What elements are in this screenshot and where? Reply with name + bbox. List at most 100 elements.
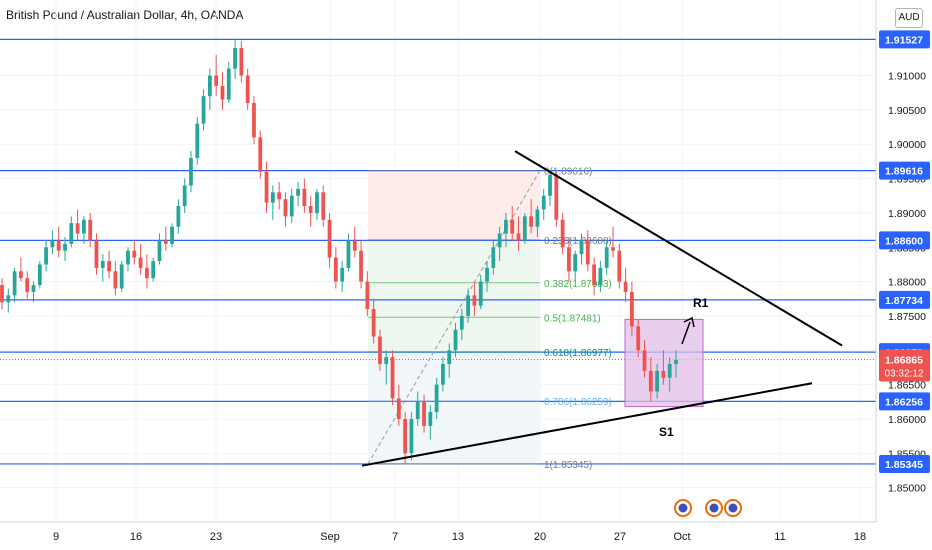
candle-body (579, 240, 584, 255)
candle-body (333, 257, 338, 282)
candle-body (428, 412, 433, 426)
y-tick-label: 1.86500 (888, 380, 926, 392)
candle-body (409, 418, 414, 454)
candle-body (201, 96, 206, 124)
candle-body (321, 192, 326, 220)
x-tick-label: 23 (210, 531, 222, 543)
s1-label: S1 (659, 425, 674, 439)
candle-body (245, 75, 250, 104)
candle-body (459, 315, 464, 330)
candle-body (6, 295, 11, 303)
candle-body (100, 261, 105, 268)
candle-body (75, 223, 80, 234)
candle-body (283, 199, 288, 217)
candle-body (611, 247, 615, 251)
level-label: 1.91527 (885, 34, 923, 46)
candle-body (94, 240, 99, 268)
candle-body (478, 281, 483, 306)
level-label: 1.86256 (885, 396, 923, 408)
event-flag-icon (728, 503, 738, 513)
level-label: 1.88600 (885, 235, 923, 247)
candle-body (113, 271, 118, 289)
candle-body (302, 188, 307, 207)
candle-body (466, 295, 471, 316)
candle-body (415, 401, 420, 419)
candle-body (396, 398, 401, 419)
chart-title: British Pound / Australian Dollar, 4h, O… (6, 8, 244, 22)
candle-body (239, 48, 244, 76)
candle-body (63, 243, 67, 251)
candle-body (390, 357, 395, 399)
candle-body (119, 264, 124, 289)
candle-body (623, 281, 628, 292)
fib-label: 0.382(1.87983) (544, 279, 612, 290)
event-flag-icon (678, 503, 688, 513)
candle-body (151, 261, 156, 279)
candles-layer (0, 39, 678, 464)
candle-body (529, 216, 534, 227)
candle-body (296, 188, 300, 196)
candle-body (447, 350, 452, 365)
level-label-bg (879, 161, 930, 180)
candle-body (497, 233, 502, 248)
x-tick-label: 27 (614, 531, 626, 543)
candle-body (50, 240, 55, 248)
candle-body (617, 250, 622, 282)
candle-body (352, 240, 357, 251)
countdown-label: 03:32:12 (885, 369, 924, 380)
level-label-bg (879, 454, 930, 473)
fib-label: 0(1.89616) (544, 167, 592, 178)
candle-body (170, 226, 174, 244)
fib-label: 0.618(1.86977) (544, 348, 612, 359)
candle-body (207, 75, 212, 97)
current-price-bg (879, 349, 930, 382)
candle-body (195, 123, 200, 158)
candle-body (19, 271, 23, 279)
candle-body (56, 240, 61, 251)
candle-body (340, 267, 345, 282)
annotations: R1 S1 (659, 296, 742, 517)
level-label-bg (879, 290, 930, 309)
candle-body (648, 370, 653, 392)
candle-body (655, 370, 659, 392)
fib-diagonal (367, 170, 541, 465)
candle-body (163, 240, 168, 244)
currency-selector[interactable]: AUD (895, 8, 923, 28)
candle-body (504, 219, 508, 234)
candle-body (359, 250, 363, 282)
arrow-icon (683, 316, 695, 328)
x-tick-label: Oct (673, 531, 690, 543)
candle-body (554, 175, 559, 220)
time-axis: 9 16 23 Sep 7 13 20 27 Oct 11 18 (0, 521, 876, 543)
event-flag-icon (709, 503, 719, 513)
candle-body (642, 350, 647, 371)
candle-body (453, 329, 458, 351)
y-tick-label: 1.87500 (888, 311, 926, 323)
candle-body (189, 157, 193, 186)
level-label-bg (879, 30, 930, 49)
arrow-icon (681, 321, 691, 345)
candle-body (661, 370, 666, 378)
fib-zone (368, 170, 540, 240)
candle-body (485, 267, 489, 282)
candle-body (81, 219, 86, 234)
candle-body (289, 195, 294, 217)
candle-body (182, 185, 187, 207)
candle-body (270, 192, 275, 203)
candle-body (327, 219, 332, 258)
candle-body (567, 247, 571, 272)
y-tick-label: 1.85000 (888, 483, 926, 495)
current-price-label: 1.86865 (885, 355, 923, 367)
y-tick-label: 1.88000 (888, 277, 926, 289)
candle-body (69, 223, 74, 244)
candle-body (226, 68, 231, 100)
candle-body (403, 418, 408, 454)
candle-body (604, 247, 609, 268)
x-tick-label: 7 (392, 531, 398, 543)
candle-body (441, 364, 445, 385)
level-label: 1.85345 (885, 459, 923, 471)
fib-label: 0.5(1.87481) (544, 313, 601, 324)
candle-body (434, 384, 439, 413)
x-tick-label: 16 (130, 531, 142, 543)
